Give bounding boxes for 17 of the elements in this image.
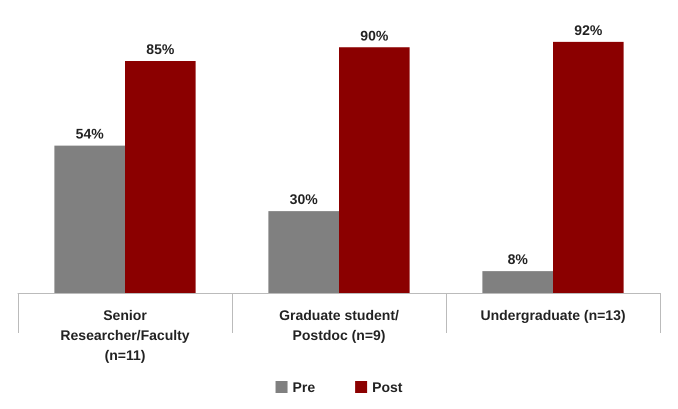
x-tick-label: Undergraduate (n=13) [480, 307, 626, 323]
bar [339, 47, 410, 293]
data-label: 90% [360, 27, 389, 44]
legend-label: Post [372, 379, 403, 395]
bar [54, 146, 125, 293]
bar [482, 271, 553, 293]
data-label: 54% [76, 126, 104, 142]
data-label: 85% [146, 40, 175, 57]
bar [553, 42, 624, 293]
legend-label: Pre [292, 379, 316, 395]
data-label: 8% [508, 251, 528, 268]
x-tick-label: Graduate student/ Postdoc (n=9) [279, 307, 400, 343]
x-tick-label: Senior Researcher/Faculty (n=11) [60, 307, 190, 363]
data-label: 30% [290, 191, 318, 208]
bar [268, 211, 339, 293]
data-label: 92% [574, 22, 603, 38]
bar [125, 60, 196, 293]
